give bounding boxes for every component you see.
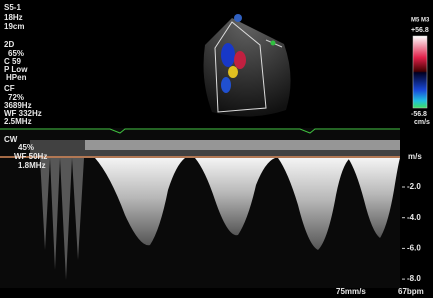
color-bar-bottom: -56.8 [411,111,427,118]
setting: HPen [6,73,27,82]
color-bar-unit: cm/s [414,119,430,126]
mode-label: CF [4,84,15,93]
doppler-spectrum [0,128,400,288]
setting: WF 50Hz [14,152,47,161]
color-bar-top: +56.8 [411,27,429,34]
setting: 45% [18,143,34,152]
color-bar-title: M5 M3 [411,18,430,24]
color-bar [413,36,427,108]
page: S5-1 18Hz 19cm 2D 65% C 59 P Low HPen CF… [0,0,433,298]
setting: 1.8MHz [18,161,46,170]
scale-label: -2.0 [407,182,421,191]
scale-label: -6.0 [407,244,421,253]
mode-label: 2D [4,40,14,49]
setting: 2.5MHz [4,117,32,126]
scale-label: -4.0 [407,213,421,222]
heart-rate: 67bpm [398,287,424,296]
frame-rate: 18Hz [4,13,23,22]
mode-label: CW [4,135,18,144]
scale-unit: m/s [408,152,422,161]
sweep-speed: 75mm/s [336,287,366,296]
scale-label: -8.0 [407,274,421,283]
depth: 19cm [4,22,24,31]
ultrasound-screen: S5-1 18Hz 19cm 2D 65% C 59 P Low HPen CF… [0,0,433,298]
probe: S5-1 [4,3,21,12]
